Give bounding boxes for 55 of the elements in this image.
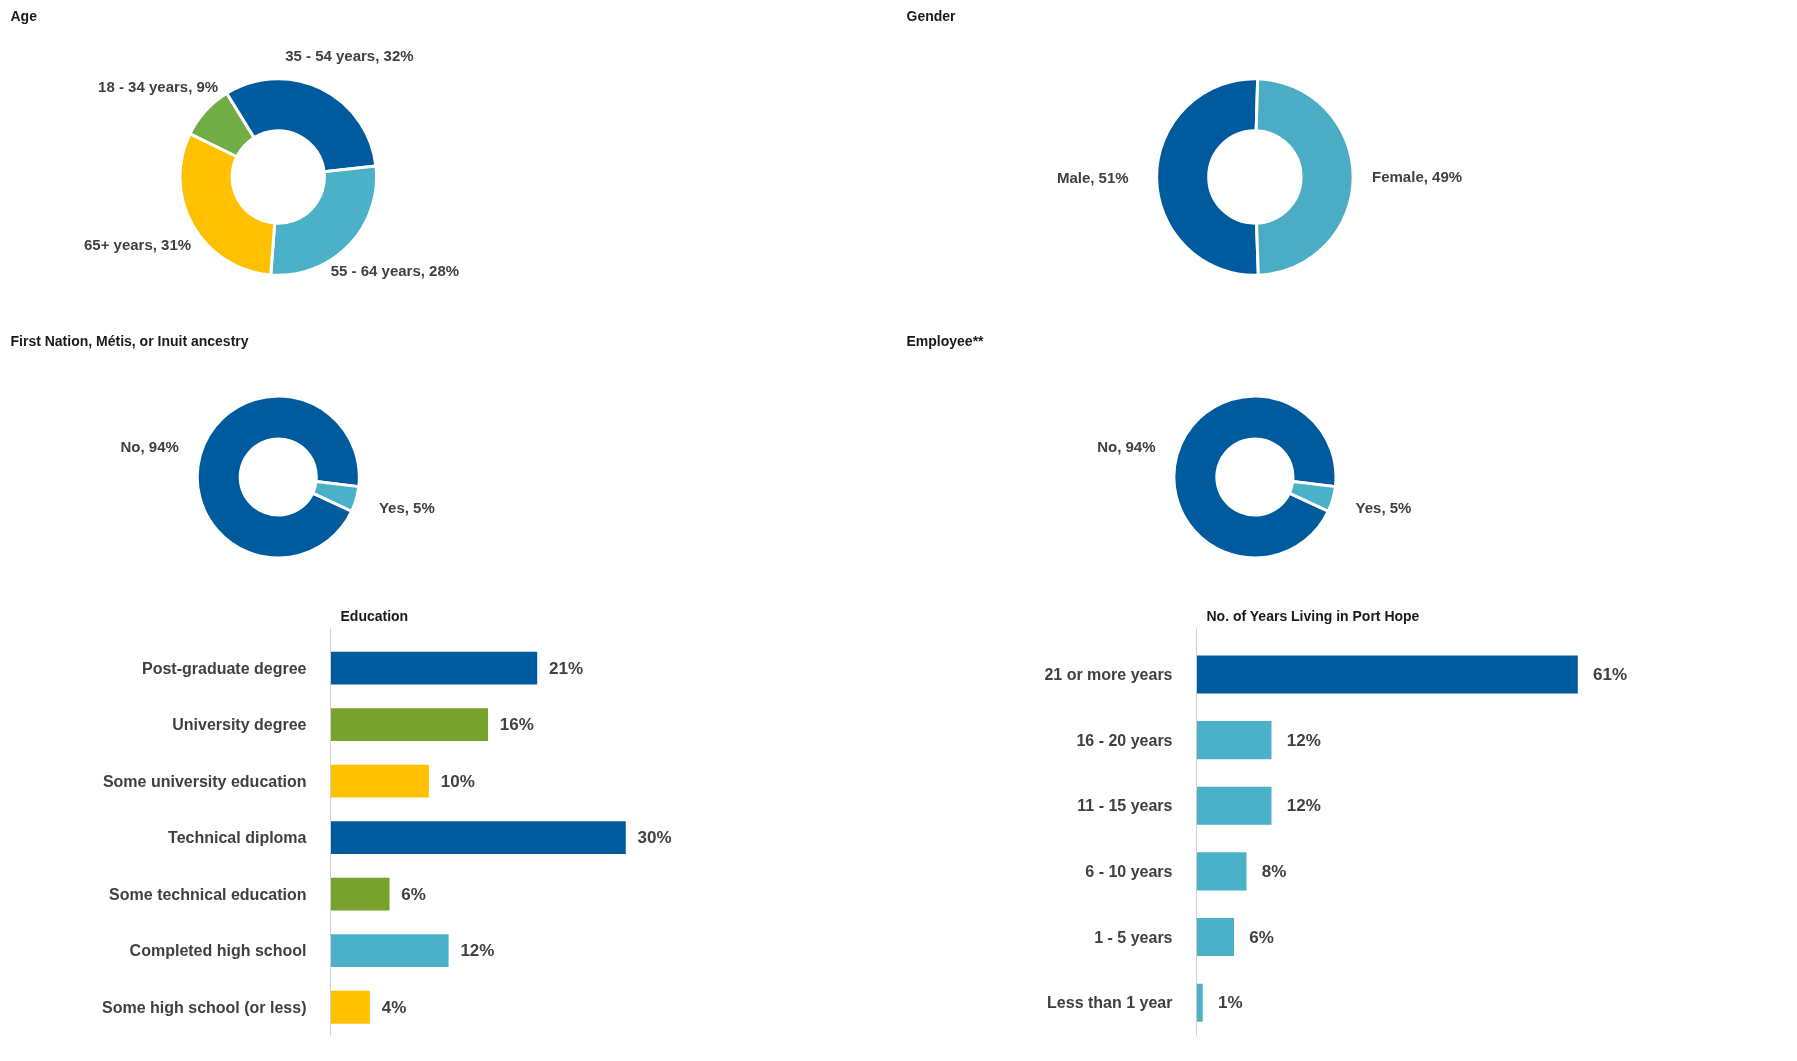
data-label: 1% bbox=[1218, 993, 1243, 1013]
chart-title: No. of Years Living in Port Hope bbox=[1206, 607, 1420, 624]
bar bbox=[330, 651, 538, 685]
data-label: 4% bbox=[381, 997, 407, 1017]
y-tick-label: 21 or more years bbox=[1044, 665, 1173, 683]
slice-label: Female, 49% bbox=[1372, 168, 1463, 186]
chart-title: First Nation, Métis, or Inuit ancestry bbox=[10, 332, 249, 349]
y-tick-label: Less than 1 year bbox=[1047, 994, 1173, 1012]
chart-title: Education bbox=[340, 607, 409, 624]
y-tick-label: 6 - 10 years bbox=[1085, 862, 1173, 880]
y-tick-label: Some technical education bbox=[109, 885, 307, 903]
data-label: 12% bbox=[460, 941, 495, 961]
data-label: 30% bbox=[637, 828, 672, 848]
y-tick-label: 16 - 20 years bbox=[1076, 731, 1173, 749]
bar bbox=[1196, 655, 1578, 694]
slice-label: 65+ years, 31% bbox=[83, 235, 192, 253]
data-label: 6% bbox=[1249, 927, 1274, 947]
chart-title: Age bbox=[10, 7, 38, 24]
slice-label: No, 94% bbox=[1097, 437, 1156, 455]
text: Gender bbox=[906, 7, 957, 24]
data-label: 8% bbox=[1261, 861, 1287, 881]
data-label: 6% bbox=[401, 884, 426, 904]
bar bbox=[1196, 852, 1247, 891]
bar bbox=[330, 708, 488, 741]
data-label: 10% bbox=[440, 771, 475, 791]
text: Employee** bbox=[906, 332, 985, 349]
slice-label: Yes, 5% bbox=[1355, 499, 1412, 517]
slice-label: Male, 51% bbox=[1056, 168, 1129, 186]
bar bbox=[1196, 786, 1272, 825]
bar bbox=[330, 990, 370, 1024]
data-label: 12% bbox=[1286, 730, 1321, 750]
bar bbox=[1196, 918, 1234, 957]
y-tick-label: 11 - 15 years bbox=[1077, 797, 1173, 815]
data-label: 12% bbox=[1286, 796, 1321, 816]
slice-label: Yes, 5% bbox=[378, 499, 435, 517]
y-tick-label: Some university education bbox=[102, 772, 307, 790]
y-tick-label: Post-graduate degree bbox=[142, 659, 307, 677]
bar bbox=[330, 764, 429, 798]
bar bbox=[330, 934, 449, 968]
y-tick-label: 1 - 5 years bbox=[1094, 928, 1173, 946]
bar bbox=[330, 877, 390, 911]
bar bbox=[330, 821, 626, 855]
data-label: 21% bbox=[548, 658, 584, 678]
slice-label: No, 94% bbox=[120, 437, 179, 455]
data-label: 61% bbox=[1593, 664, 1628, 684]
bar bbox=[1196, 721, 1272, 760]
y-tick-label: Technical diploma bbox=[168, 829, 307, 847]
data-label: 16% bbox=[499, 715, 534, 735]
slice-label: 35 - 54 years, 32% bbox=[285, 47, 414, 64]
slice-label: 18 - 34 years, 9% bbox=[98, 77, 219, 95]
y-tick-label: Completed high school bbox=[129, 942, 307, 960]
bar bbox=[1196, 983, 1203, 1022]
y-tick-label: Some high school (or less) bbox=[102, 998, 307, 1016]
y-tick-label: University degree bbox=[172, 716, 307, 734]
slice-label: 55 - 64 years, 28% bbox=[330, 262, 460, 280]
